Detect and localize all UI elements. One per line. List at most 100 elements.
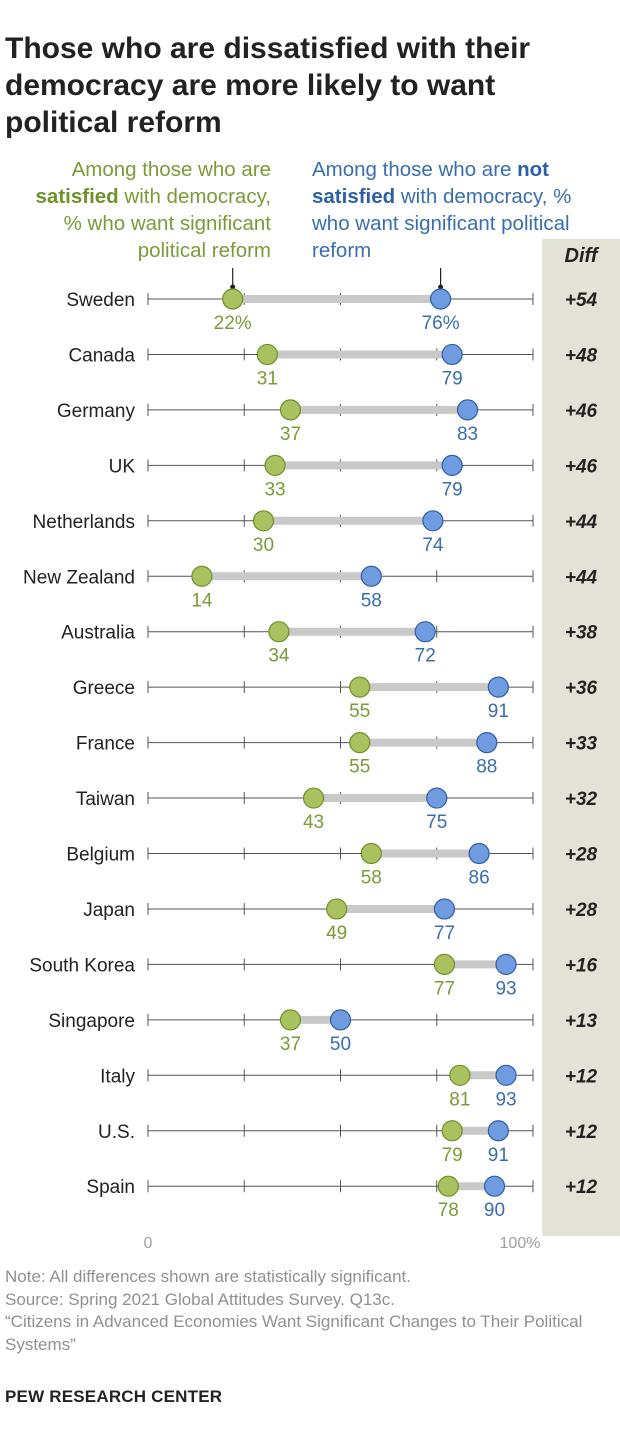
dot-not-satisfied — [360, 565, 382, 587]
country-label: New Zealand — [23, 567, 135, 588]
legend-not-satisfied-bold-satisfied: satisfied — [312, 185, 396, 208]
dot-satisfied — [252, 510, 275, 532]
dot-not-satisfied — [476, 731, 498, 754]
data-label-not-satisfied: 88 — [476, 757, 497, 778]
dot-not-satisfied — [433, 898, 456, 920]
diff-value: +46 — [565, 456, 598, 477]
dot-not-satisfied — [426, 787, 448, 809]
diff-column-background — [542, 239, 620, 1236]
x-tick-label-max: 100% — [500, 1235, 541, 1252]
data-label-satisfied: 55 — [349, 757, 370, 778]
dot-satisfied — [441, 1120, 463, 1142]
dot-not-satisfied — [487, 676, 509, 698]
dot-satisfied — [268, 621, 290, 643]
dot-satisfied — [349, 731, 371, 754]
diff-value: +28 — [565, 845, 598, 866]
legend-not-satisfied-prefix: Among those who are — [312, 158, 512, 181]
dot-not-satisfied — [487, 1120, 509, 1142]
dot-plot-chart: 22% 76% Sweden +54 31 79 Canada +48 37 83 Germany +… — [23, 268, 598, 1252]
data-label-not-satisfied: 91 — [488, 701, 509, 722]
dot-satisfied — [360, 842, 382, 865]
diff-value: +44 — [565, 512, 598, 533]
diff-value: +38 — [565, 623, 598, 644]
country-label: Canada — [68, 345, 135, 366]
legend-leader-dot-satisfied — [230, 284, 236, 290]
data-label-satisfied: 79 — [442, 1145, 463, 1166]
diff-value: +44 — [565, 567, 598, 588]
dot-satisfied — [349, 676, 371, 698]
data-label-satisfied: 22% — [214, 313, 252, 334]
data-label-not-satisfied: 58 — [361, 590, 382, 611]
legend-satisfied-prefix: Among those who are — [71, 158, 271, 181]
data-label-satisfied: 78 — [438, 1200, 459, 1221]
dot-satisfied — [437, 1175, 459, 1197]
dot-satisfied — [279, 399, 302, 421]
dot-not-satisfied — [483, 1175, 506, 1197]
data-label-not-satisfied: 83 — [457, 424, 478, 445]
data-label-not-satisfied: 74 — [422, 535, 444, 556]
country-label: Italy — [100, 1066, 135, 1087]
diff-value: +46 — [565, 401, 598, 422]
x-tick-label-min: 0 — [144, 1235, 153, 1252]
data-label-not-satisfied: 90 — [484, 1200, 505, 1221]
diff-value: +54 — [565, 290, 598, 311]
data-label-not-satisfied: 79 — [442, 368, 463, 389]
data-label-satisfied: 37 — [280, 1034, 301, 1055]
dot-not-satisfied — [441, 343, 463, 366]
dot-satisfied — [222, 288, 244, 310]
legend-leader-dot-not-satisfied — [438, 284, 444, 290]
country-label: Sweden — [66, 290, 135, 311]
country-label: UK — [109, 456, 136, 477]
country-label: Belgium — [66, 845, 135, 866]
data-label-not-satisfied: 75 — [426, 812, 447, 833]
dot-satisfied — [256, 343, 278, 366]
footnote-source: Source: Spring 2021 Global Attitudes Sur… — [5, 1289, 395, 1309]
data-label-satisfied: 58 — [361, 868, 382, 889]
country-label: Japan — [83, 900, 135, 921]
legend-satisfied: Among those who are satisfied with democ… — [31, 156, 271, 264]
diff-value: +16 — [565, 955, 598, 976]
legend-not-satisfied-suffix: with democracy, % who want significant p… — [312, 185, 572, 262]
footnote-report: “Citizens in Advanced Economies Want Sig… — [5, 1312, 583, 1354]
diff-value: +13 — [565, 1011, 598, 1032]
data-label-satisfied: 49 — [326, 923, 347, 944]
dot-not-satisfied — [495, 1064, 517, 1086]
diff-value: +12 — [565, 1122, 598, 1143]
dot-satisfied — [326, 898, 348, 920]
legend-satisfied-suffix: with democracy, % who want significant p… — [63, 185, 271, 262]
dot-not-satisfied — [329, 1009, 352, 1031]
diff-header: Diff — [564, 245, 598, 267]
data-label-not-satisfied: 72 — [415, 646, 436, 667]
data-label-satisfied: 55 — [349, 701, 370, 722]
data-label-satisfied: 33 — [264, 479, 285, 500]
data-label-satisfied: 81 — [449, 1089, 470, 1110]
legend-satisfied-bold: satisfied — [35, 185, 119, 208]
data-label-not-satisfied: 93 — [495, 1089, 516, 1110]
dot-not-satisfied — [495, 953, 517, 976]
country-label: South Korea — [29, 955, 135, 976]
data-label-not-satisfied: 91 — [488, 1145, 509, 1166]
diff-value: +28 — [565, 900, 598, 921]
data-label-not-satisfied: 79 — [442, 479, 463, 500]
diff-value: +33 — [565, 734, 598, 755]
dot-satisfied — [191, 565, 213, 587]
country-label: Australia — [61, 623, 135, 644]
dot-satisfied — [279, 1009, 302, 1031]
data-label-satisfied: 43 — [303, 812, 324, 833]
footnote-note: Note: All differences shown are statisti… — [5, 1267, 411, 1286]
diff-value: +32 — [565, 789, 598, 810]
brand-logo-text: PEW RESEARCH CENTER — [5, 1387, 223, 1406]
country-label: Greece — [73, 678, 135, 699]
country-label: Singapore — [48, 1011, 135, 1032]
dot-satisfied — [449, 1064, 471, 1086]
diff-value: +36 — [565, 678, 598, 699]
data-label-satisfied: 30 — [253, 535, 274, 556]
dot-not-satisfied — [422, 510, 444, 532]
data-label-satisfied: 14 — [191, 590, 213, 611]
diff-value: +12 — [565, 1066, 598, 1087]
legend-not-satisfied-bold-not: not — [517, 158, 550, 181]
data-label-not-satisfied: 76% — [422, 313, 460, 334]
country-label: France — [76, 734, 135, 755]
data-label-satisfied: 77 — [434, 978, 455, 999]
data-label-not-satisfied: 50 — [330, 1034, 351, 1055]
